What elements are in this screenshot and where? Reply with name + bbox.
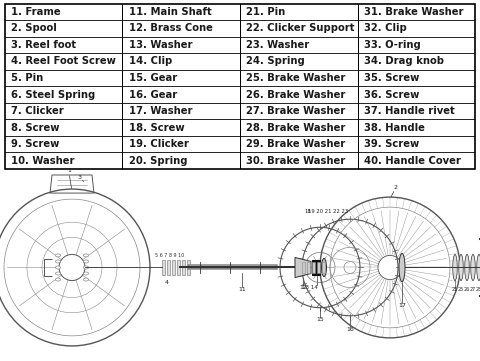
Ellipse shape bbox=[84, 266, 88, 269]
Ellipse shape bbox=[56, 266, 60, 269]
Ellipse shape bbox=[322, 258, 326, 277]
Text: 26: 26 bbox=[464, 287, 470, 292]
Ellipse shape bbox=[453, 255, 457, 280]
Ellipse shape bbox=[84, 254, 88, 257]
Text: 32. Clip: 32. Clip bbox=[364, 23, 407, 34]
Text: 13. Washer: 13. Washer bbox=[129, 40, 192, 50]
Text: 1: 1 bbox=[67, 169, 71, 173]
Text: 18. Screw: 18. Screw bbox=[129, 123, 184, 132]
Text: 17: 17 bbox=[398, 303, 406, 308]
Text: 3: 3 bbox=[78, 175, 82, 180]
Text: 25: 25 bbox=[458, 287, 464, 292]
Bar bbox=[167, 260, 170, 274]
Text: 23. Washer: 23. Washer bbox=[246, 40, 310, 50]
Text: 34. Drag knob: 34. Drag knob bbox=[364, 56, 444, 66]
Text: 30. Brake Washer: 30. Brake Washer bbox=[246, 156, 346, 166]
Text: 11. Main Shaft: 11. Main Shaft bbox=[129, 7, 211, 17]
Bar bbox=[312, 262, 315, 273]
Ellipse shape bbox=[477, 255, 480, 280]
Bar bbox=[307, 262, 310, 273]
Text: 15: 15 bbox=[316, 317, 324, 322]
Bar bbox=[187, 260, 190, 274]
Text: 8. Screw: 8. Screw bbox=[11, 123, 60, 132]
Text: 26. Brake Washer: 26. Brake Washer bbox=[246, 90, 346, 100]
Ellipse shape bbox=[399, 253, 405, 282]
Text: 10. Washer: 10. Washer bbox=[11, 156, 74, 166]
Text: 21. Pin: 21. Pin bbox=[246, 7, 286, 17]
Bar bbox=[322, 262, 325, 273]
Ellipse shape bbox=[56, 260, 60, 263]
Text: 21: 21 bbox=[452, 287, 458, 292]
Text: 18: 18 bbox=[305, 209, 312, 214]
Text: 5 6 7 8 9 10: 5 6 7 8 9 10 bbox=[156, 253, 185, 258]
Text: 4: 4 bbox=[165, 280, 169, 285]
Text: 31. Brake Washer: 31. Brake Washer bbox=[364, 7, 463, 17]
Text: 36. Screw: 36. Screw bbox=[364, 90, 419, 100]
Bar bbox=[172, 260, 175, 274]
Text: 7. Clicker: 7. Clicker bbox=[11, 106, 64, 116]
Text: 17. Washer: 17. Washer bbox=[129, 106, 192, 116]
Ellipse shape bbox=[56, 272, 60, 275]
Text: 16. Gear: 16. Gear bbox=[129, 90, 177, 100]
Text: 6. Steel Spring: 6. Steel Spring bbox=[11, 90, 95, 100]
Ellipse shape bbox=[84, 260, 88, 263]
Bar bbox=[182, 260, 185, 274]
Text: 27. Brake Washer: 27. Brake Washer bbox=[246, 106, 346, 116]
Ellipse shape bbox=[56, 254, 60, 257]
Text: 1. Frame: 1. Frame bbox=[11, 7, 60, 17]
Ellipse shape bbox=[471, 255, 475, 280]
Text: 35. Screw: 35. Screw bbox=[364, 73, 419, 83]
Text: 24. Spring: 24. Spring bbox=[246, 56, 305, 66]
Polygon shape bbox=[295, 257, 311, 278]
Text: 14. Clip: 14. Clip bbox=[129, 56, 172, 66]
Text: 19 20 21 22 23: 19 20 21 22 23 bbox=[308, 209, 348, 214]
Text: 28: 28 bbox=[476, 287, 480, 292]
Text: 11: 11 bbox=[238, 287, 246, 292]
Ellipse shape bbox=[84, 272, 88, 275]
Text: 4. Reel Foot Screw: 4. Reel Foot Screw bbox=[11, 56, 116, 66]
Bar bbox=[162, 260, 165, 274]
Text: 39. Screw: 39. Screw bbox=[364, 139, 419, 149]
Ellipse shape bbox=[84, 278, 88, 281]
Text: 33. O-ring: 33. O-ring bbox=[364, 40, 420, 50]
Text: 20. Spring: 20. Spring bbox=[129, 156, 187, 166]
Text: 9. Screw: 9. Screw bbox=[11, 139, 60, 149]
Text: 40. Handle Cover: 40. Handle Cover bbox=[364, 156, 461, 166]
Text: 15. Gear: 15. Gear bbox=[129, 73, 177, 83]
Text: 13 14: 13 14 bbox=[302, 285, 318, 290]
Text: 2. Spool: 2. Spool bbox=[11, 23, 57, 34]
Text: 12. Brass Cone: 12. Brass Cone bbox=[129, 23, 212, 34]
Text: 27: 27 bbox=[470, 287, 476, 292]
Bar bbox=[317, 262, 320, 273]
Bar bbox=[302, 262, 305, 273]
Bar bbox=[312, 260, 320, 274]
Text: 3. Reel foot: 3. Reel foot bbox=[11, 40, 76, 50]
Text: 38. Handle: 38. Handle bbox=[364, 123, 425, 132]
Ellipse shape bbox=[465, 255, 469, 280]
Text: 29. Brake Washer: 29. Brake Washer bbox=[246, 139, 346, 149]
Ellipse shape bbox=[459, 255, 463, 280]
Text: 25. Brake Washer: 25. Brake Washer bbox=[246, 73, 346, 83]
Bar bbox=[177, 260, 180, 274]
Text: 2: 2 bbox=[393, 184, 397, 190]
Text: 28. Brake Washer: 28. Brake Washer bbox=[246, 123, 346, 132]
Text: 19. Clicker: 19. Clicker bbox=[129, 139, 188, 149]
Text: 5. Pin: 5. Pin bbox=[11, 73, 43, 83]
Ellipse shape bbox=[56, 278, 60, 281]
Text: 16: 16 bbox=[346, 327, 354, 332]
Text: 37. Handle rivet: 37. Handle rivet bbox=[364, 106, 455, 116]
Text: 12: 12 bbox=[299, 285, 307, 290]
Text: 22. Clicker Support: 22. Clicker Support bbox=[246, 23, 355, 34]
